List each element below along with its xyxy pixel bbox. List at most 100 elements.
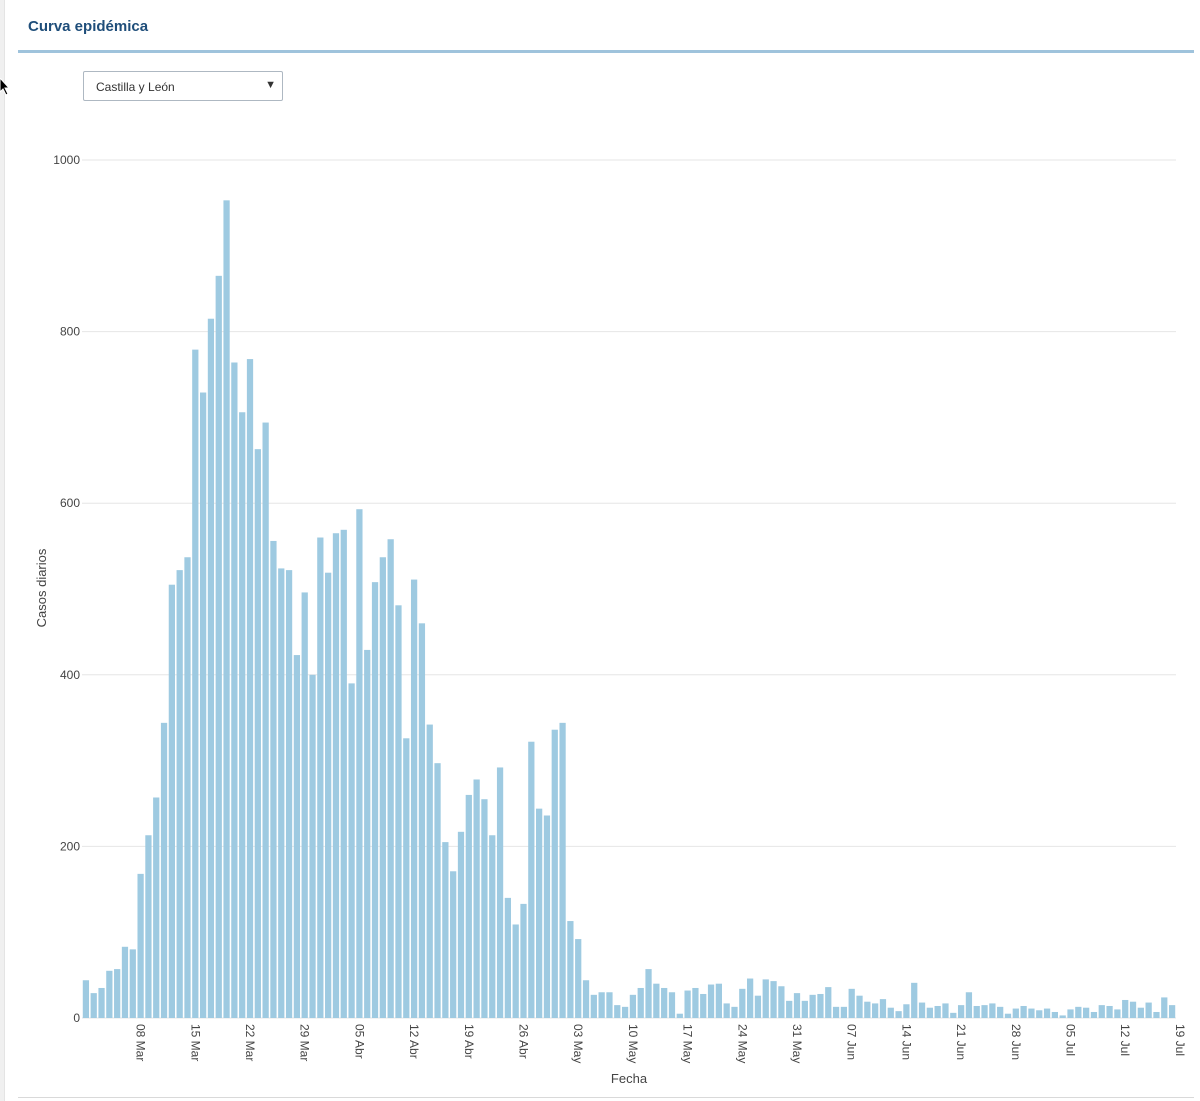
bar <box>559 722 566 1018</box>
bar <box>997 1006 1004 1018</box>
x-tick-label: 28 Jun <box>1009 1024 1023 1060</box>
bar <box>371 582 379 1018</box>
bar <box>457 831 465 1018</box>
bar <box>176 570 183 1018</box>
bar <box>895 1011 902 1018</box>
bar <box>90 993 97 1018</box>
bar <box>575 939 582 1018</box>
bar <box>942 1003 949 1018</box>
bar <box>278 568 285 1018</box>
bar <box>168 584 175 1018</box>
bar <box>926 1007 933 1018</box>
bar <box>489 835 496 1018</box>
bar <box>160 722 168 1018</box>
x-tick-label: 05 Abr <box>352 1024 366 1059</box>
x-tick-label: 08 Mar <box>134 1024 148 1061</box>
bar <box>950 1012 957 1018</box>
bar <box>1168 1005 1176 1018</box>
bar <box>934 1005 941 1018</box>
bar <box>700 993 707 1018</box>
bar <box>770 981 777 1018</box>
bar <box>481 799 488 1018</box>
bar <box>840 1006 848 1018</box>
x-tick-label: 24 May <box>735 1024 749 1063</box>
y-axis-label: Casos diarios <box>34 548 49 627</box>
x-tick-label: 17 May <box>681 1024 695 1063</box>
bar <box>356 509 363 1018</box>
bar <box>1004 1013 1012 1018</box>
bar <box>254 449 261 1018</box>
y-tick-label: 400 <box>60 668 80 682</box>
bar <box>434 763 441 1018</box>
bar <box>965 992 973 1018</box>
bar <box>879 999 887 1018</box>
bar <box>786 1000 793 1018</box>
chart-grid <box>82 159 1176 1019</box>
bar <box>723 1003 730 1018</box>
bar <box>981 1005 988 1018</box>
bar <box>645 969 652 1018</box>
bar <box>864 1001 871 1018</box>
bar <box>1067 1009 1074 1018</box>
bar <box>582 980 590 1018</box>
bar <box>629 994 637 1018</box>
bar <box>403 738 410 1018</box>
chart-bars <box>82 200 1176 1019</box>
bar <box>754 995 762 1018</box>
x-tick-label: 22 Mar <box>243 1024 257 1061</box>
bar <box>598 992 605 1018</box>
bar <box>1090 1011 1098 1018</box>
bar <box>1020 1005 1027 1018</box>
bar <box>1059 1015 1066 1018</box>
bar <box>82 980 90 1018</box>
bar <box>285 570 293 1018</box>
bar <box>567 921 574 1018</box>
bar <box>590 994 597 1018</box>
x-tick-label: 14 Jun <box>899 1024 913 1060</box>
bar <box>747 978 754 1018</box>
x-tick-label: 19 Jul <box>1173 1024 1187 1056</box>
bar <box>98 987 105 1018</box>
bar <box>731 1006 738 1018</box>
bar <box>246 359 254 1018</box>
bar <box>1075 1006 1082 1018</box>
bar <box>692 987 699 1018</box>
bar <box>872 1003 879 1018</box>
bar <box>340 529 347 1018</box>
bar <box>450 871 457 1018</box>
region-select[interactable]: Castilla y León ▼ <box>83 71 283 101</box>
bar <box>153 797 160 1018</box>
bar <box>1137 1007 1144 1018</box>
bar <box>637 987 644 1018</box>
bar <box>1153 1011 1160 1018</box>
x-tick-label: 31 May <box>790 1024 804 1063</box>
x-tick-label: 21 Jun <box>954 1024 968 1060</box>
y-tick-label: 800 <box>60 325 80 339</box>
bar <box>676 1013 683 1018</box>
x-tick-label: 07 Jun <box>845 1024 859 1060</box>
x-tick-label: 10 May <box>626 1024 640 1063</box>
bar <box>1145 1002 1152 1018</box>
x-axis-label: Fecha <box>611 1071 648 1086</box>
bar <box>317 537 324 1018</box>
bar <box>1114 1009 1121 1018</box>
x-tick-label: 12 Abr <box>407 1024 421 1059</box>
bar <box>668 992 676 1018</box>
bar <box>418 623 426 1018</box>
panel-title: Curva epidémica <box>28 18 149 35</box>
bar <box>903 1004 910 1018</box>
left-border <box>0 0 5 1101</box>
x-tick-label: 12 Jul <box>1118 1024 1132 1056</box>
bar <box>661 987 668 1018</box>
bar <box>223 200 230 1018</box>
bar <box>543 815 551 1018</box>
bar <box>231 362 238 1018</box>
bar <box>1036 1010 1043 1018</box>
bar <box>621 1006 629 1018</box>
bar <box>653 983 660 1018</box>
bar <box>332 533 340 1018</box>
bar <box>387 539 394 1018</box>
bar <box>395 605 402 1018</box>
bar <box>957 1005 965 1018</box>
